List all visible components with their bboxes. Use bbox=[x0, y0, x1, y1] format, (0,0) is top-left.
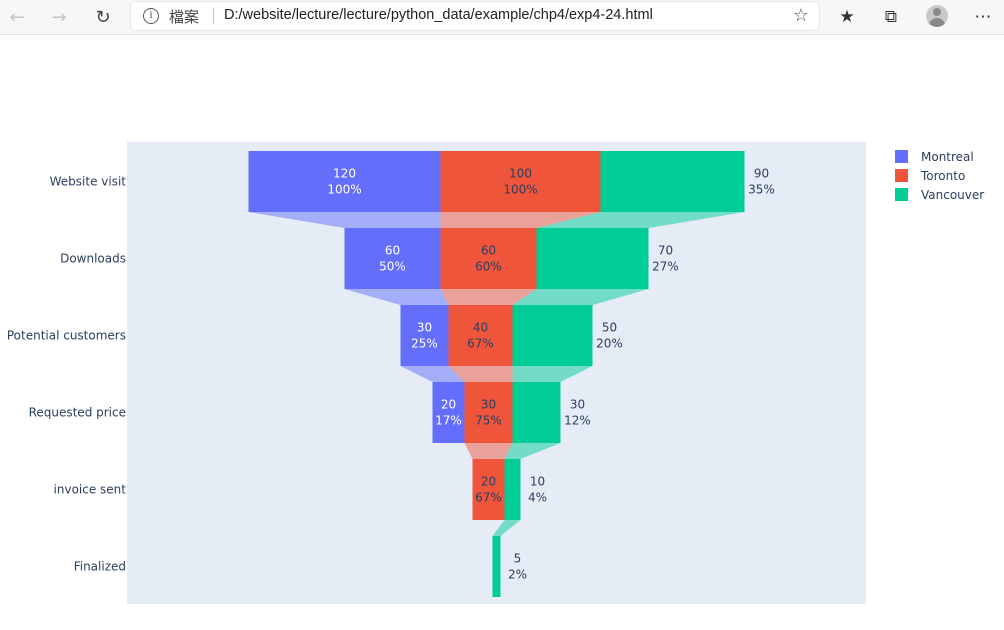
connector-toronto bbox=[464, 443, 513, 459]
bar-percent-label: 35% bbox=[748, 183, 775, 197]
bar-value-label: 60 bbox=[385, 244, 400, 258]
bar-value-label: 120 bbox=[333, 167, 356, 181]
bar-value-label: 10 bbox=[530, 475, 545, 489]
bar-value-label: 20 bbox=[481, 475, 496, 489]
category-label: Website visit bbox=[50, 175, 127, 189]
connector-vancouver bbox=[492, 520, 521, 536]
address-bar[interactable]: i 檔案 D:/website/lecture/lecture/python_d… bbox=[131, 2, 819, 30]
connector-vancouver bbox=[504, 443, 561, 459]
legend-label-toronto: Toronto bbox=[920, 169, 965, 183]
connector-vancouver bbox=[512, 366, 593, 382]
bar-percent-label: 25% bbox=[411, 337, 438, 351]
bar-value-label: 30 bbox=[481, 398, 496, 412]
bar-percent-label: 75% bbox=[475, 414, 502, 428]
info-icon[interactable]: i bbox=[143, 8, 159, 24]
bar-montreal bbox=[248, 151, 441, 212]
bar-toronto bbox=[440, 228, 537, 289]
legend-swatch-montreal bbox=[895, 150, 908, 163]
bar-value-label: 60 bbox=[481, 244, 496, 258]
category-label: Potential customers bbox=[7, 329, 126, 343]
forward-icon[interactable]: → bbox=[51, 6, 67, 28]
connector-vancouver bbox=[536, 212, 745, 228]
legend-swatch-vancouver bbox=[895, 188, 908, 201]
connector-toronto bbox=[440, 212, 601, 228]
address-separator bbox=[213, 8, 214, 24]
connector-montreal bbox=[344, 289, 449, 305]
bar-percent-label: 2% bbox=[508, 568, 527, 582]
bar-toronto bbox=[464, 382, 513, 443]
back-icon[interactable]: ← bbox=[9, 6, 25, 28]
more-icon[interactable]: ⋯ bbox=[974, 7, 992, 27]
bar-montreal bbox=[344, 228, 441, 289]
connector-toronto bbox=[440, 289, 537, 305]
bar-percent-label: 100% bbox=[327, 183, 361, 197]
category-label: Downloads bbox=[60, 252, 126, 266]
connector-montreal bbox=[248, 212, 441, 228]
bar-percent-label: 67% bbox=[475, 491, 502, 505]
connector-toronto bbox=[448, 366, 513, 382]
bar-value-label: 30 bbox=[570, 398, 585, 412]
connector-montreal bbox=[400, 366, 465, 382]
bar-value-label: 100 bbox=[509, 167, 532, 181]
legend-label-vancouver: Vancouver bbox=[921, 188, 984, 202]
bar-value-label: 20 bbox=[441, 398, 456, 412]
bar-percent-label: 67% bbox=[467, 337, 494, 351]
url-text[interactable]: D:/website/lecture/lecture/python_data/e… bbox=[224, 7, 653, 23]
browser-toolbar: ← → ↻ i 檔案 D:/website/lecture/lecture/py… bbox=[0, 0, 1004, 35]
bar-value-label: 30 bbox=[417, 321, 432, 335]
bar-montreal bbox=[432, 382, 465, 443]
bar-value-label: 40 bbox=[473, 321, 488, 335]
bar-percent-label: 4% bbox=[528, 491, 547, 505]
legend-label-montreal: Montreal bbox=[921, 150, 974, 164]
bar-percent-label: 12% bbox=[564, 414, 591, 428]
bar-value-label: 90 bbox=[754, 167, 769, 181]
bar-value-label: 5 bbox=[514, 552, 522, 566]
bar-percent-label: 60% bbox=[475, 260, 502, 274]
favorite-star-icon[interactable]: ☆ bbox=[792, 5, 809, 26]
address-scheme-label: 檔案 bbox=[169, 8, 200, 26]
bar-toronto bbox=[440, 151, 601, 212]
category-label: invoice sent bbox=[54, 483, 127, 497]
bar-montreal bbox=[400, 305, 449, 366]
bar-percent-label: 17% bbox=[435, 414, 462, 428]
bar-toronto bbox=[472, 459, 505, 520]
category-label: Finalized bbox=[74, 560, 126, 574]
bar-percent-label: 50% bbox=[379, 260, 406, 274]
profile-avatar[interactable] bbox=[926, 5, 948, 27]
bar-vancouver bbox=[512, 382, 561, 443]
collections-icon[interactable]: ⧉ bbox=[884, 7, 898, 27]
bar-value-label: 50 bbox=[602, 321, 617, 335]
bar-toronto bbox=[448, 305, 513, 366]
bar-percent-label: 20% bbox=[596, 337, 623, 351]
bar-percent-label: 27% bbox=[652, 260, 679, 274]
bar-vancouver bbox=[492, 536, 501, 597]
bar-vancouver bbox=[600, 151, 745, 212]
bar-vancouver bbox=[504, 459, 521, 520]
category-label: Requested price bbox=[29, 406, 126, 420]
legend-swatch-toronto bbox=[895, 169, 908, 182]
bar-vancouver bbox=[536, 228, 649, 289]
connector-vancouver bbox=[512, 289, 649, 305]
refresh-icon[interactable]: ↻ bbox=[95, 6, 111, 28]
funnel-chart: 120 100% 100 100% 90 35% Website visit 60 50% 60 6… bbox=[7, 142, 984, 604]
bar-vancouver bbox=[512, 305, 593, 366]
favorites-icon[interactable]: ★ bbox=[839, 7, 855, 27]
bar-value-label: 70 bbox=[658, 244, 673, 258]
bar-percent-label: 100% bbox=[503, 183, 537, 197]
